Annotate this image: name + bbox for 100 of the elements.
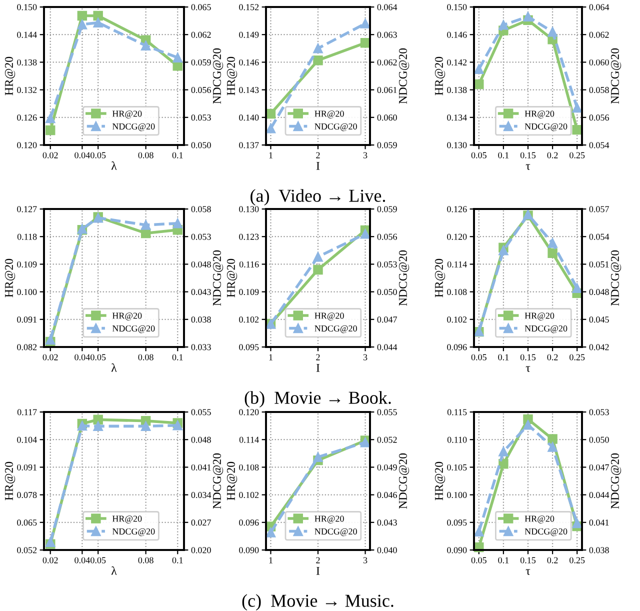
y2-tick-label: 0.058 — [191, 206, 211, 212]
text: (b) Movie → Book. — [244, 391, 391, 408]
y2-tick-label: 0.048 — [191, 436, 211, 443]
x-tick-label: 0.04 — [74, 152, 90, 158]
y-tick-label: 0.134 — [447, 114, 467, 121]
x-tick-label: 3 — [363, 354, 368, 360]
x-axis-title: I — [316, 162, 320, 170]
y2-tick-label: 0.062 — [589, 32, 609, 38]
x-tick-label: 0.15 — [520, 152, 536, 158]
y2-tick-label: 0.063 — [377, 32, 397, 38]
x-tick-label: 2 — [316, 354, 320, 360]
y2-tick-label: 0.048 — [191, 261, 211, 268]
y-tick-label: 0.123 — [239, 234, 259, 240]
y2-tick-label: 0.050 — [589, 436, 609, 443]
y-tick-label: 0.078 — [17, 492, 37, 498]
y2-tick-label: 0.047 — [589, 464, 609, 470]
x-tick-label: 0.08 — [138, 557, 154, 564]
x-tick-label: 0.05 — [471, 354, 486, 360]
y-tick-label: 0.090 — [447, 547, 467, 554]
y2-tick-label: 0.054 — [589, 142, 610, 148]
y2-tick-label: 0.062 — [191, 32, 211, 38]
y2-tick-label: 0.034 — [191, 492, 212, 498]
x-tick-label: 1 — [269, 152, 272, 158]
y2-tick-label: 0.027 — [191, 520, 211, 526]
x-tick-label: 0.02 — [42, 354, 58, 360]
x-tick-label: 2 — [316, 557, 320, 564]
legend-label: NDCG@20 — [112, 123, 155, 132]
y2-tick-label: 0.047 — [377, 316, 397, 323]
x-tick-label: 0.25 — [570, 557, 585, 564]
legend-label: NDCG@20 — [112, 528, 155, 536]
legend-label: HR@20 — [524, 312, 554, 320]
y-tick-label: 0.118 — [17, 234, 37, 240]
y2-tick-label: 0.059 — [377, 206, 397, 212]
legend-label: NDCG@20 — [524, 528, 568, 536]
x-tick-label: 0.05 — [471, 152, 486, 158]
legend-label: NDCG@20 — [524, 325, 568, 334]
legend-label: NDCG@20 — [314, 325, 357, 334]
y-tick-label: 0.138 — [447, 86, 467, 94]
y2-tick-label: 0.053 — [191, 234, 211, 240]
y2-axis-title: NDCG@20 — [610, 250, 622, 306]
y-tick-label: 0.137 — [239, 142, 259, 148]
x-tick-label: 3 — [363, 557, 368, 564]
y-tick-label: 0.102 — [447, 316, 467, 323]
legend-label: HR@20 — [112, 516, 142, 524]
y2-axis-title: NDCG@20 — [398, 250, 410, 306]
y2-tick-label: 0.060 — [377, 114, 397, 121]
y2-tick-label: 0.033 — [191, 344, 211, 350]
legend-label: HR@20 — [314, 110, 344, 118]
y2-tick-label: 0.043 — [377, 520, 397, 526]
y-axis-title: HR@20 — [226, 56, 238, 96]
x-tick-label: 0.08 — [138, 354, 154, 360]
y-axis-title: HR@20 — [434, 56, 446, 96]
y-tick-label: 0.120 — [17, 142, 37, 148]
y2-tick-label: 0.038 — [589, 547, 609, 554]
x-tick-label: 0.02 — [42, 557, 58, 564]
x-axis-title: I — [316, 364, 320, 372]
y2-tick-label: 0.020 — [191, 547, 211, 554]
y2-tick-label: 0.056 — [377, 234, 397, 240]
y-tick-label: 0.140 — [239, 114, 259, 121]
x-tick-label: 0.05 — [471, 557, 486, 564]
y-tick-label: 0.090 — [239, 547, 259, 554]
y2-tick-label: 0.060 — [589, 59, 609, 66]
legend-label: HR@20 — [524, 516, 554, 524]
y2-tick-label: 0.044 — [589, 492, 610, 498]
y2-tick-label: 0.042 — [589, 344, 609, 350]
y2-tick-label: 0.062 — [377, 59, 397, 66]
y-tick-label: 0.082 — [17, 344, 37, 350]
y-tick-label: 0.096 — [239, 520, 259, 526]
x-axis-title: λ — [111, 566, 117, 575]
y2-tick-label: 0.050 — [191, 142, 211, 148]
y2-axis-title: NDCG@20 — [212, 453, 224, 509]
x-tick-label: 0.1 — [498, 557, 509, 564]
x-tick-label: 0.2 — [547, 354, 558, 360]
x-tick-label: 0.05 — [90, 354, 106, 360]
y-tick-label: 0.115 — [447, 409, 467, 416]
y-tick-label: 0.102 — [239, 316, 259, 323]
legend-label: HR@20 — [112, 110, 142, 118]
y2-tick-label: 0.053 — [377, 261, 397, 268]
x-axis-title: λ — [111, 161, 117, 170]
y2-tick-label: 0.059 — [377, 142, 397, 148]
legend-label: NDCG@20 — [314, 123, 357, 132]
y-axis-title: HR@20 — [226, 462, 238, 500]
y-axis-title: HR@20 — [4, 258, 16, 298]
y2-tick-label: 0.041 — [191, 464, 211, 470]
y2-tick-label: 0.064 — [377, 4, 398, 10]
y-tick-label: 0.146 — [239, 59, 259, 66]
y-tick-label: 0.152 — [239, 4, 259, 10]
x-tick-label: 1 — [269, 557, 272, 564]
y-tick-label: 0.091 — [17, 316, 37, 323]
x-axis-title: τ — [526, 366, 530, 372]
y2-tick-label: 0.052 — [377, 436, 397, 443]
y2-tick-label: 0.040 — [377, 547, 397, 554]
y-tick-label: 0.065 — [17, 520, 37, 526]
y2-axis-title: NDCG@20 — [398, 453, 410, 509]
x-tick-label: 0.1 — [172, 557, 183, 564]
y-tick-label: 0.095 — [447, 520, 467, 526]
y2-tick-label: 0.048 — [589, 288, 609, 296]
x-tick-label: 0.15 — [520, 354, 536, 360]
legend-label: HR@20 — [524, 110, 554, 118]
x-axis-title: I — [316, 566, 320, 575]
